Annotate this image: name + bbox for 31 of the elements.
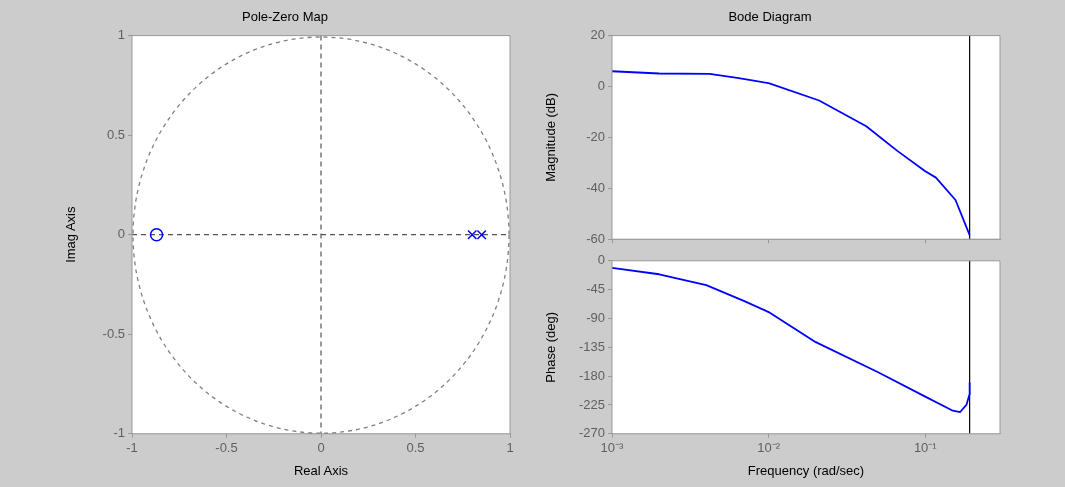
chart-title: Bode Diagram — [728, 9, 812, 25]
x-tick-label: 10⁻³ — [600, 440, 625, 456]
x-tick-label: 10⁻¹ — [913, 440, 938, 456]
y-tick-label: 0 — [597, 252, 605, 268]
y-tick-label: -270 — [578, 425, 605, 441]
x-tick-label: 0.5 — [406, 440, 425, 456]
y-tick-label: -60 — [586, 230, 605, 246]
x-tick-label: 1 — [506, 440, 514, 456]
y-tick-label: 0 — [597, 78, 605, 94]
chart-title: Pole-Zero Map — [242, 9, 328, 25]
y-tick-label: 20 — [590, 27, 605, 43]
x-tick-label: 0 — [317, 440, 325, 456]
x-tick-label: 10⁻² — [757, 440, 781, 456]
y-tick-label: -180 — [578, 367, 605, 383]
y-tick-label: -135 — [578, 338, 605, 354]
y-tick-label: -0.5 — [102, 325, 125, 341]
x-axis-title: Frequency (rad/sec) — [747, 462, 865, 478]
y-tick-label: -40 — [586, 179, 605, 195]
y-tick-label: 0.5 — [106, 126, 125, 142]
y-tick-label: -45 — [586, 281, 605, 297]
y-axis-title: Imag Axis — [63, 206, 79, 263]
y-tick-label: -1 — [113, 425, 125, 441]
y-axis-title: Phase (deg) — [543, 311, 559, 383]
x-axis-title: Real Axis — [293, 462, 349, 478]
y-tick-label: -225 — [578, 396, 605, 412]
y-axis-title: Magnitude (dB) — [543, 92, 559, 182]
y-tick-label: -20 — [586, 128, 605, 144]
y-tick-label: -90 — [586, 310, 605, 326]
y-tick-label: 0 — [117, 226, 125, 242]
y-tick-label: 1 — [117, 27, 125, 43]
x-tick-label: -0.5 — [215, 440, 238, 456]
